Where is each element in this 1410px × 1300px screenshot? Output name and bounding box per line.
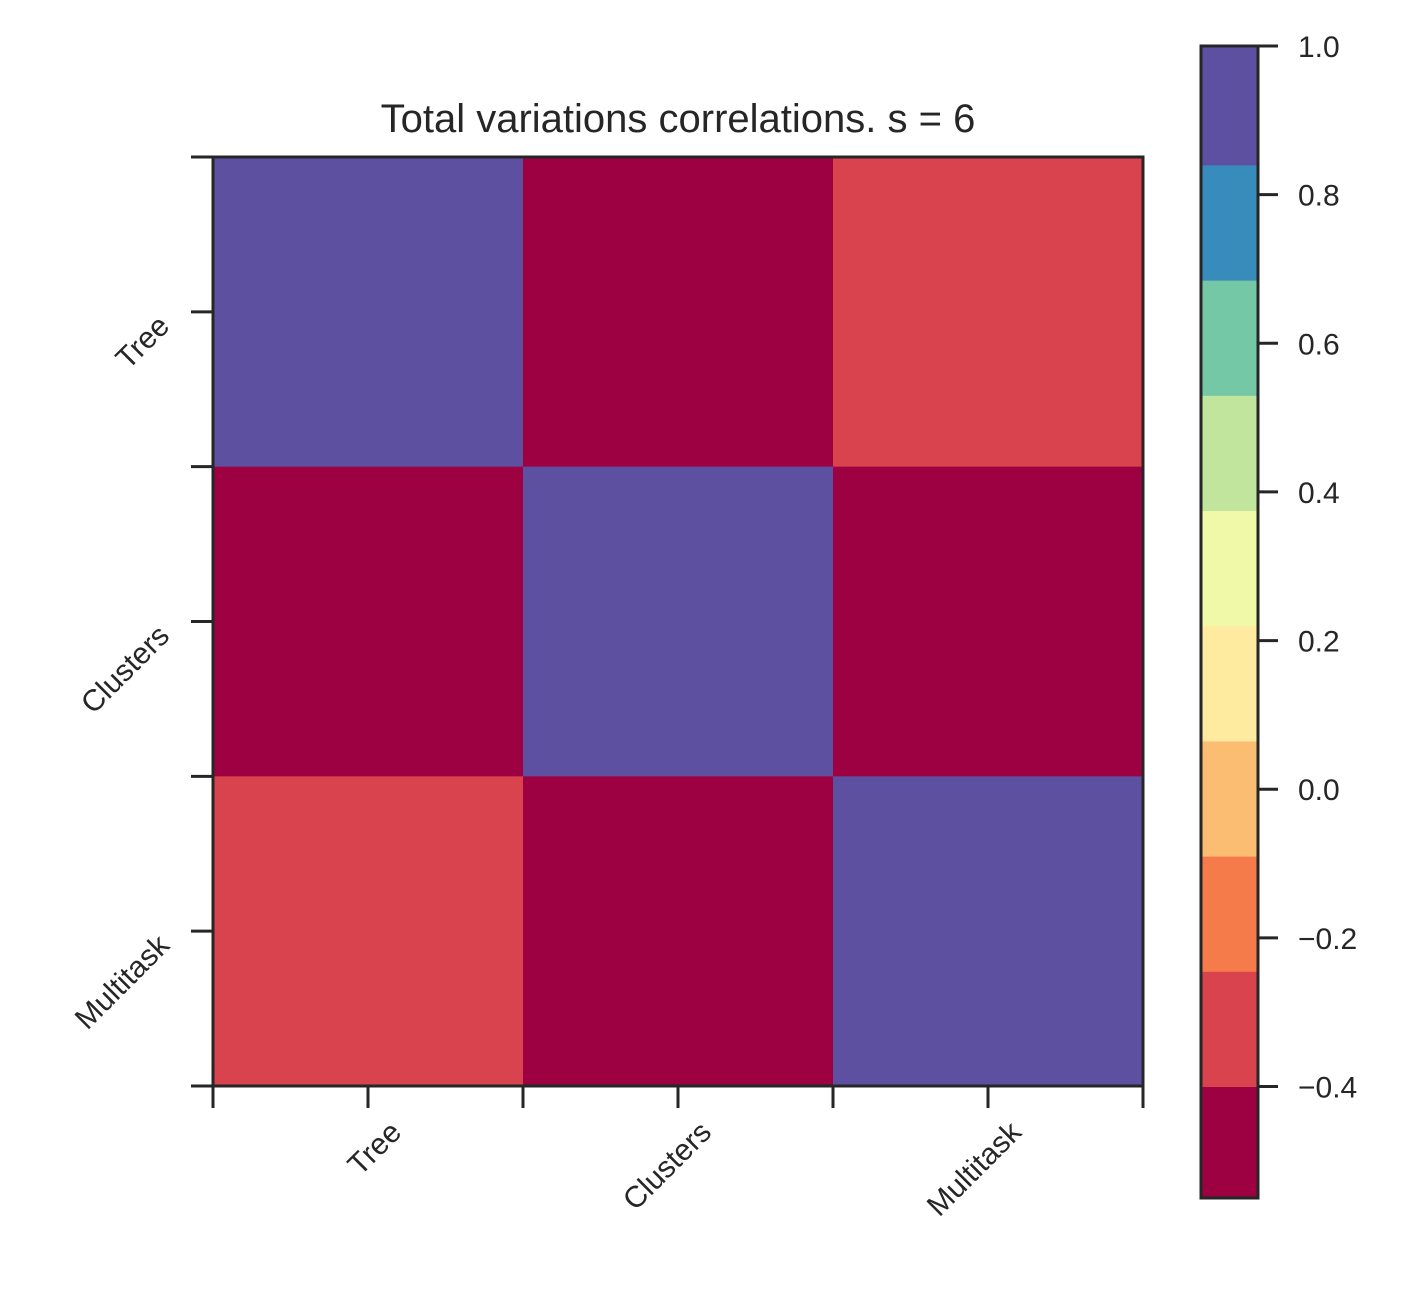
colorbar-tick-label: −0.2 bbox=[1298, 923, 1357, 956]
colorbar-tick-label: 0.2 bbox=[1298, 626, 1340, 659]
y-tick-label: Multitask bbox=[69, 928, 177, 1036]
colorbar: 1.0 0.8 0.6 0.4 0.2 0.0 −0.2 −0.4 bbox=[1199, 31, 1357, 1200]
colorbar-segment bbox=[1201, 280, 1258, 396]
colorbar-tick-label: 0.6 bbox=[1298, 328, 1340, 361]
colorbar-segment bbox=[1201, 971, 1258, 1088]
colorbar-frame bbox=[1199, 44, 1260, 1200]
chart-title: Total variations correlations. s = 6 bbox=[381, 97, 976, 141]
colorbar-tick-label: 0.4 bbox=[1298, 477, 1340, 510]
heatmap-cell bbox=[833, 157, 1144, 468]
colorbar-segment bbox=[1201, 510, 1258, 627]
heatmap-cells bbox=[213, 157, 1144, 1087]
x-axis: Tree Clusters Multitask bbox=[211, 1086, 1145, 1223]
heatmap-cell bbox=[213, 776, 524, 1087]
colorbar-segment bbox=[1201, 395, 1258, 512]
heatmap-cell bbox=[523, 157, 834, 468]
colorbar-tick-label: 1.0 bbox=[1298, 31, 1340, 64]
colorbar-tick-label: 0.8 bbox=[1298, 180, 1340, 213]
colorbar-segment bbox=[1201, 164, 1258, 281]
colorbar-segment bbox=[1201, 46, 1258, 166]
heatmap-cell bbox=[213, 157, 524, 468]
colorbar-segment bbox=[1201, 625, 1258, 742]
colorbar-tick-label: −0.4 bbox=[1298, 1072, 1357, 1105]
heatmap-cell bbox=[523, 466, 834, 777]
colorbar-segment bbox=[1201, 1086, 1258, 1199]
x-tick-label: Multitask bbox=[921, 1115, 1029, 1223]
heatmap-cell bbox=[833, 466, 1144, 777]
y-tick-label: Clusters bbox=[75, 619, 176, 720]
heatmap-cell bbox=[833, 776, 1144, 1087]
colorbar-segment bbox=[1201, 740, 1258, 857]
heatmap-cell bbox=[213, 466, 524, 777]
x-tick-label: Clusters bbox=[617, 1116, 718, 1217]
y-axis: Tree Clusters Multitask bbox=[69, 155, 213, 1088]
heatmap-cell bbox=[523, 776, 834, 1087]
colorbar-segment bbox=[1201, 856, 1258, 972]
x-tick-label: Tree bbox=[342, 1116, 408, 1182]
colorbar-tick-label: 0.0 bbox=[1298, 774, 1340, 807]
y-tick-label: Tree bbox=[110, 309, 176, 375]
